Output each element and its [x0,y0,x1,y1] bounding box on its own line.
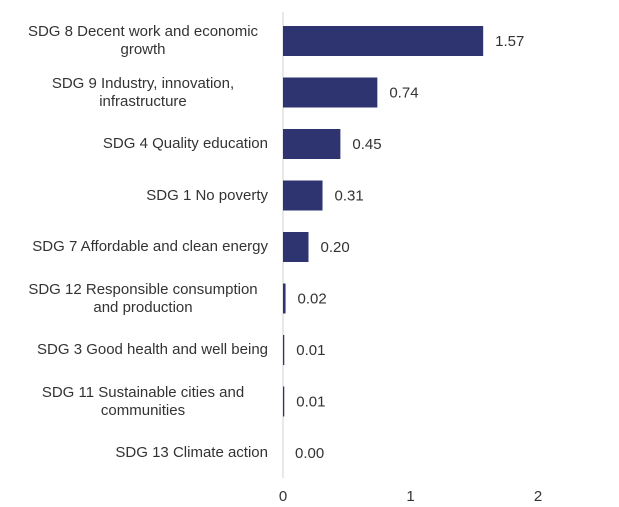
value-label: 1.57 [495,33,524,50]
x-tick-label: 1 [406,488,414,505]
value-label: 0.01 [296,393,325,410]
category-label-box: SDG 13 Climate action [0,444,268,462]
category-label-box: SDG 3 Good health and well being [0,341,268,359]
category-label: SDG 12 Responsible consumption and produ… [28,280,258,316]
bar [283,283,286,314]
value-label: 0.31 [335,187,364,204]
value-label: 0.02 [298,290,327,307]
x-tick-label: 2 [534,488,542,505]
category-label-box: SDG 7 Affordable and clean energy [0,238,268,256]
category-label-box: SDG 8 Decent work and economic growth [0,23,268,59]
category-label-box: SDG 9 Industry, innovation, infrastructu… [0,75,268,111]
category-label: SDG 1 No poverty [146,186,268,204]
category-label-box: SDG 12 Responsible consumption and produ… [0,281,268,317]
bar [283,232,309,262]
bar [283,26,484,56]
category-label: SDG 11 Sustainable cities and communitie… [41,383,245,419]
value-label: 0.00 [295,445,324,462]
bar [283,180,323,211]
category-label: SDG 3 Good health and well being [37,341,268,358]
category-label: SDG 8 Decent work and economic growth [27,23,259,58]
bar [283,129,341,159]
category-label: SDG 4 Quality education [102,135,268,152]
bar [283,335,285,365]
category-label: SDG 7 Affordable and clean energy [32,238,268,255]
category-label-box: SDG 4 Quality education [0,135,268,153]
category-label-box: SDG 1 No poverty [0,187,268,205]
value-label: 0.45 [352,136,381,153]
value-label: 0.01 [296,342,325,359]
category-label: SDG 9 Industry, innovation, infrastructu… [51,74,235,110]
x-tick-label: 0 [279,488,287,505]
value-label: 0.74 [389,84,418,101]
bar [283,77,378,108]
value-label: 0.20 [321,239,350,256]
bar [283,386,285,417]
category-label-box: SDG 11 Sustainable cities and communitie… [0,384,268,420]
category-label: SDG 13 Climate action [115,444,268,461]
